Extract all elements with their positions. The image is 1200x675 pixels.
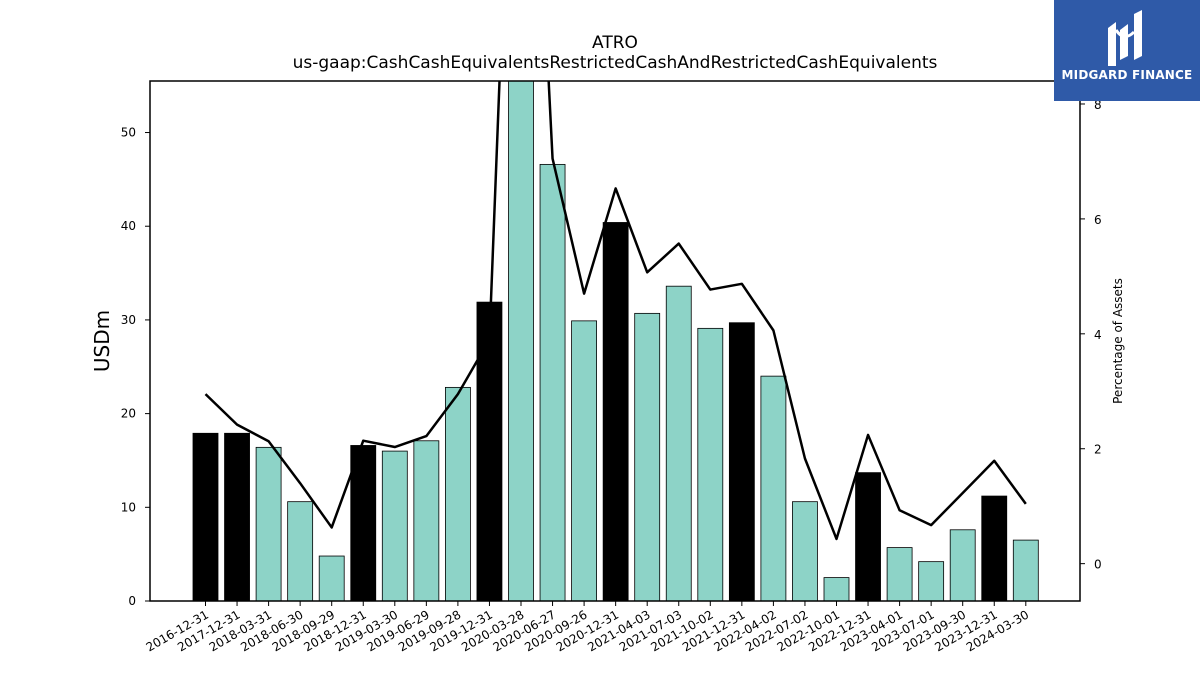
brand-logo: MIDGARD FINANCE	[1054, 0, 1200, 101]
y2-tick-label: 8	[1094, 98, 1102, 112]
left-axis: 0 10 20 30 40 50	[121, 126, 150, 608]
bar	[665, 285, 692, 601]
bar	[192, 432, 219, 601]
right-axis: 0 2 4 6 8	[1080, 98, 1102, 572]
bar	[634, 312, 661, 601]
y-tick-label: 50	[121, 126, 136, 140]
y-tick-label: 0	[128, 594, 136, 608]
bar	[855, 472, 881, 601]
bar	[760, 375, 787, 601]
bar-group	[192, 81, 1039, 601]
bar	[539, 163, 566, 601]
bar	[697, 327, 724, 601]
y2-tick-label: 2	[1094, 443, 1102, 457]
y-axis-label: USDm	[90, 310, 114, 372]
bar	[476, 301, 503, 601]
y-tick-label: 30	[121, 313, 136, 327]
y2-axis-label: Percentage of Assets	[1111, 278, 1125, 404]
bar	[318, 555, 345, 601]
logo-text: MIDGARD FINANCE	[1061, 68, 1193, 82]
x-axis: 2016-12-312017-12-312018-03-312018-06-30…	[144, 601, 1031, 654]
bar	[981, 495, 1008, 601]
bar	[508, 81, 534, 601]
bar	[381, 450, 408, 601]
bar	[571, 320, 597, 601]
bar	[1012, 539, 1039, 601]
chart-title: ATRO	[592, 33, 638, 53]
y2-tick-label: 0	[1094, 558, 1102, 572]
y2-tick-label: 6	[1094, 213, 1102, 227]
bar	[350, 445, 377, 601]
y-tick-label: 10	[121, 500, 136, 514]
bar	[602, 222, 629, 601]
series-line	[204, 81, 1027, 541]
bar	[224, 432, 250, 601]
bar	[886, 547, 913, 601]
bar	[413, 440, 440, 601]
bar	[823, 577, 850, 601]
bar	[255, 446, 282, 601]
bar	[918, 561, 945, 601]
bar	[792, 501, 818, 601]
line-group	[204, 81, 1027, 541]
y2-tick-label: 4	[1094, 328, 1102, 342]
logo-mark-icon	[1108, 10, 1142, 66]
bar	[949, 529, 976, 601]
bar	[287, 501, 314, 601]
y-tick-label: 40	[121, 219, 136, 233]
bar	[444, 386, 471, 601]
y-tick-label: 20	[121, 407, 136, 421]
chart-subtitle: us-gaap:CashCashEquivalentsRestrictedCas…	[293, 53, 938, 73]
plot-frame	[149, 80, 1081, 602]
bar	[728, 322, 755, 601]
